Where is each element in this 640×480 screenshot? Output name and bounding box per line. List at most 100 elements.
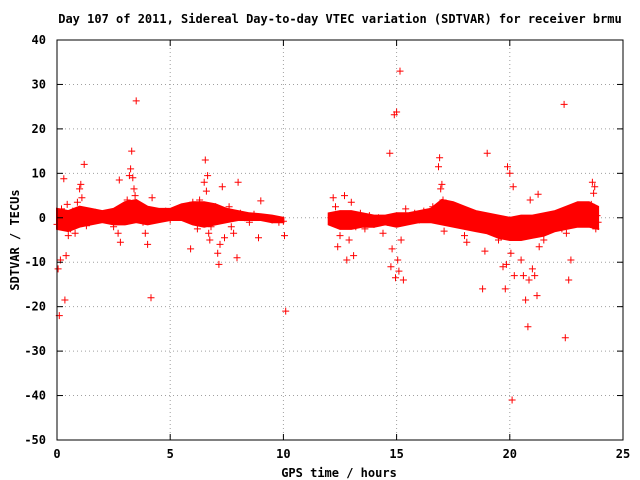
data-point xyxy=(508,396,516,404)
data-point xyxy=(429,203,437,211)
data-point xyxy=(393,108,401,116)
data-point xyxy=(62,252,70,260)
data-point xyxy=(153,209,161,217)
data-point xyxy=(465,218,473,226)
x-axis-label: GPS time / hours xyxy=(281,466,397,480)
data-point xyxy=(232,212,240,220)
data-point xyxy=(69,207,77,215)
data-point xyxy=(131,192,139,200)
data-point xyxy=(218,183,226,191)
data-point xyxy=(206,236,214,244)
data-point xyxy=(402,205,410,213)
data-point xyxy=(201,156,209,164)
data-point xyxy=(561,334,569,342)
data-point xyxy=(387,263,395,271)
data-point xyxy=(135,200,142,208)
data-point xyxy=(517,256,525,264)
data-point xyxy=(395,267,403,275)
data-point xyxy=(105,209,113,217)
data-point xyxy=(549,220,557,228)
data-point xyxy=(510,272,518,280)
y-tick-label: -20 xyxy=(24,300,46,314)
data-point xyxy=(352,223,360,231)
data-point xyxy=(157,214,165,222)
data-point xyxy=(180,205,188,213)
data-point xyxy=(461,232,468,240)
data-point xyxy=(420,207,428,215)
data-point xyxy=(121,207,129,215)
data-point xyxy=(519,272,527,280)
data-point xyxy=(361,225,369,233)
data-point xyxy=(392,274,399,282)
data-point xyxy=(424,212,432,220)
data-point xyxy=(524,323,532,331)
data-point xyxy=(415,216,423,224)
data-point xyxy=(447,209,455,217)
data-point xyxy=(171,210,179,218)
data-point xyxy=(216,240,224,248)
data-point xyxy=(590,189,598,197)
data-point xyxy=(202,187,210,195)
data-point xyxy=(130,185,138,193)
data-point xyxy=(223,212,231,220)
data-point xyxy=(268,216,276,224)
plot-frame xyxy=(56,39,624,441)
data-point xyxy=(439,196,447,204)
data-point xyxy=(166,216,174,224)
data-point xyxy=(236,209,244,217)
data-point xyxy=(147,294,155,302)
data-point xyxy=(565,276,573,284)
data-point xyxy=(553,214,561,222)
data-point xyxy=(76,185,84,193)
data-point xyxy=(567,256,575,264)
data-point xyxy=(282,307,290,315)
x-tick-label: 5 xyxy=(167,447,174,461)
data-point xyxy=(114,229,122,237)
data-point xyxy=(411,209,419,217)
data-point xyxy=(207,223,215,231)
data-point xyxy=(275,218,283,226)
data-point xyxy=(200,178,208,186)
data-point xyxy=(433,207,441,215)
data-point xyxy=(196,196,204,204)
data-point xyxy=(128,147,136,155)
data-point xyxy=(87,212,95,220)
data-point xyxy=(396,67,404,75)
data-point xyxy=(123,196,131,204)
y-tick-label: 20 xyxy=(32,122,46,136)
data-point xyxy=(241,214,249,222)
data-point xyxy=(191,205,199,213)
y-tick-label: 0 xyxy=(39,211,46,225)
x-tick-label: 20 xyxy=(503,447,517,461)
data-point xyxy=(343,256,351,264)
data-point xyxy=(509,183,517,191)
data-point xyxy=(394,256,402,264)
data-point xyxy=(583,205,591,213)
data-point xyxy=(54,265,62,273)
data-point xyxy=(502,260,510,268)
data-point xyxy=(370,220,378,228)
data-point xyxy=(436,154,444,162)
data-point xyxy=(438,180,446,188)
y-tick-label: 30 xyxy=(32,77,46,91)
data-point xyxy=(506,169,514,177)
data-point xyxy=(146,209,154,217)
data-point xyxy=(528,265,536,273)
data-point xyxy=(485,227,493,235)
y-tick-label: -10 xyxy=(24,255,46,269)
data-point xyxy=(440,227,448,235)
data-point xyxy=(250,210,258,218)
data-point xyxy=(129,174,137,182)
data-point xyxy=(334,243,342,251)
data-point xyxy=(225,203,233,211)
data-point xyxy=(63,200,71,208)
data-point xyxy=(245,218,253,226)
data-point xyxy=(67,225,75,233)
data-point xyxy=(578,209,586,217)
data-point xyxy=(77,180,85,188)
data-point xyxy=(144,240,152,248)
data-point xyxy=(257,197,265,205)
data-point xyxy=(139,218,147,226)
data-point xyxy=(594,218,602,226)
data-point xyxy=(115,176,123,184)
